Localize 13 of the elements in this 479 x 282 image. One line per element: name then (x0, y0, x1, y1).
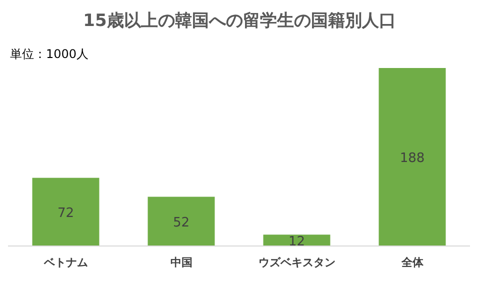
bar (32, 178, 100, 246)
x-tick-label: 全体 (400, 256, 424, 269)
data-label: 188 (400, 151, 425, 166)
x-tick-label: ウズベキスタン (258, 256, 336, 269)
bar (378, 68, 446, 246)
text: 単位：1000人 (10, 47, 89, 61)
chart-title: 15歳以上の韓国への留学生の国籍別人口 (83, 11, 396, 31)
x-tick-label: 中国 (170, 256, 192, 269)
x-tick-label: ベトナム (42, 256, 88, 269)
bar (148, 196, 215, 246)
data-label: 72 (57, 206, 74, 221)
data-label: 12 (288, 234, 306, 250)
data-label: 52 (172, 215, 190, 230)
